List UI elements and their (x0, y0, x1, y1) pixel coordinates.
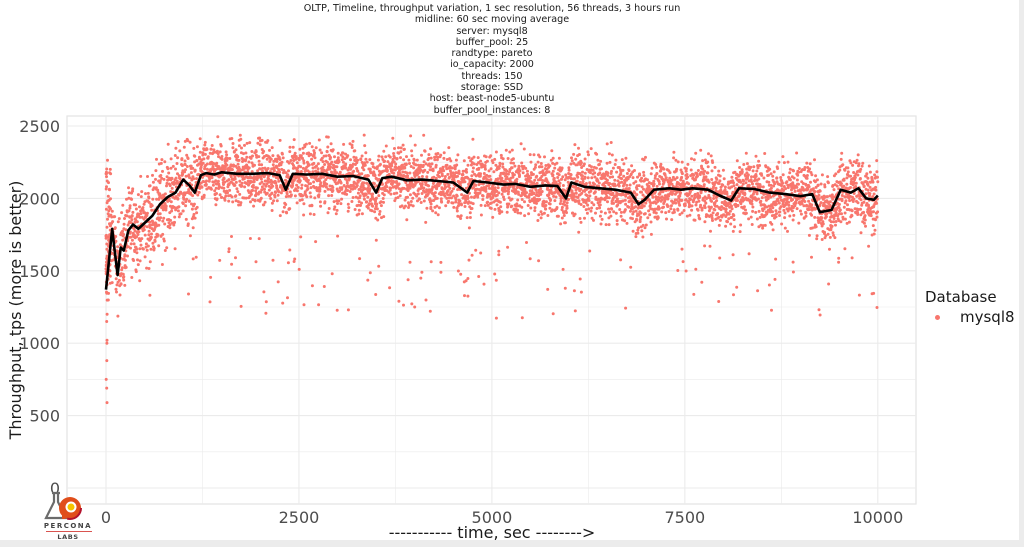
legend-item-mysql8: mysql8 (935, 308, 1015, 326)
chart-subtitle-midline: midline: 60 sec moving average (414, 14, 570, 26)
meta-buffer-pool-instances: buffer_pool_instances: 8 (433, 104, 551, 116)
moving-average-line (104, 171, 879, 290)
x-tick-label: 2500 (279, 508, 320, 527)
y-tick-label: 1500 (19, 262, 60, 281)
x-axis-ticks: 0 2500 5000 7500 10000 (101, 508, 903, 527)
x-tick-label: 7500 (664, 508, 705, 527)
y-axis-ticks: 0 500 1000 1500 2000 2500 (19, 117, 60, 498)
meta-host: host: beast-node5-ubuntu (429, 93, 555, 105)
meta-randtype: randtype: pareto (451, 48, 533, 60)
meta-server: server: mysql8 (456, 25, 528, 37)
meta-io-capacity: io_capacity: 2000 (450, 59, 534, 71)
logo-subtext: LABS (57, 533, 79, 541)
legend-label: mysql8 (960, 308, 1015, 326)
x-axis-title: ----------- time, sec --------> (389, 523, 596, 542)
x-tick-label: 0 (101, 508, 111, 527)
y-tick-label: 1000 (19, 334, 60, 353)
legend: Database mysql8 (925, 288, 1015, 326)
x-tick-label: 5000 (472, 508, 513, 527)
meta-storage: storage: SSD (460, 82, 524, 94)
y-tick-label: 0 (50, 479, 60, 498)
y-axis-title: Throughput, tps (more is better) (6, 181, 25, 441)
percona-labs-logo: PERCONA LABS (40, 490, 96, 542)
chart-title-block: OLTP, Timeline, throughput variation, 1 … (0, 3, 984, 116)
legend-dot-icon (935, 314, 940, 320)
y-tick-label: 2500 (19, 117, 60, 136)
scatter-points-mysql8 (104, 133, 880, 405)
meta-buffer-pool: buffer_pool: 25 (455, 36, 529, 48)
legend-title: Database (925, 288, 997, 306)
logo-underline (46, 531, 92, 532)
x-tick-label: 10000 (852, 508, 903, 527)
chart-title: OLTP, Timeline, throughput variation, 1 … (303, 3, 681, 14)
y-tick-label: 2000 (19, 189, 60, 208)
logo-wordmark: PERCONA (43, 522, 93, 530)
meta-threads: threads: 150 (461, 70, 523, 82)
flask-logo-icon (44, 491, 82, 520)
y-tick-label: 500 (29, 407, 60, 426)
